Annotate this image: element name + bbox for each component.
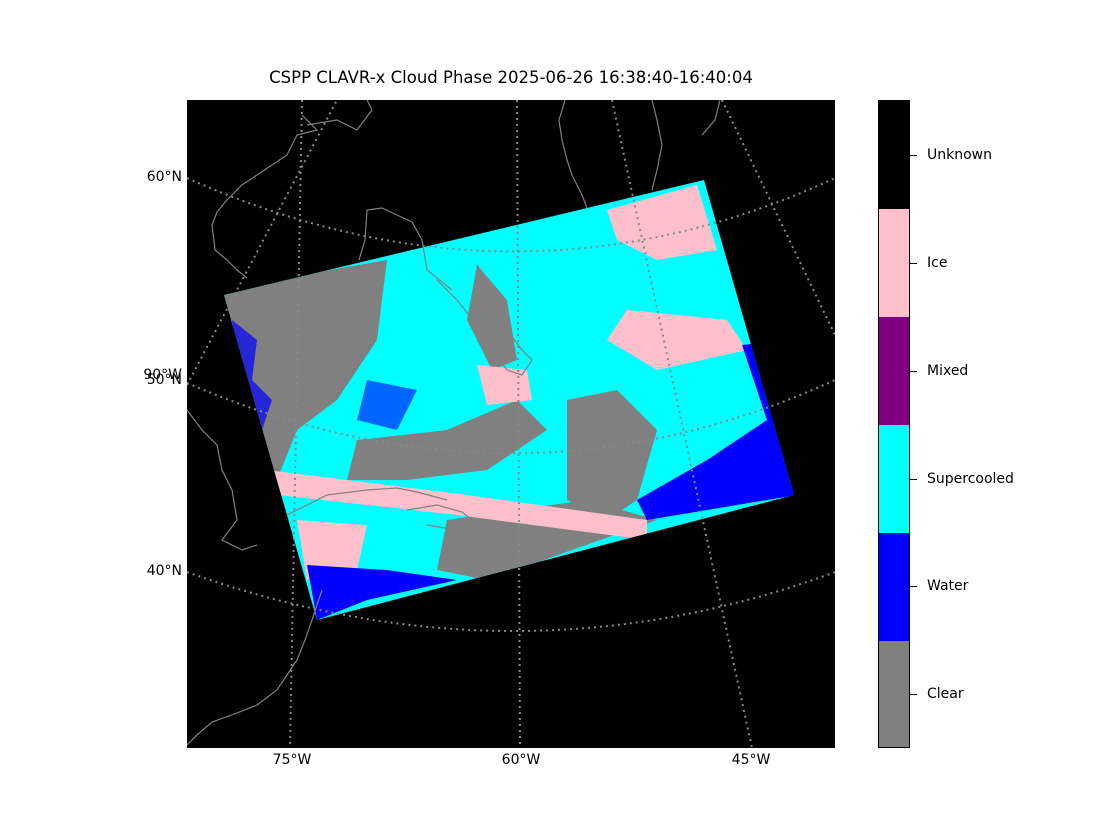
colorbar-segment-unknown	[879, 101, 909, 209]
graticule-meridian-60w	[516, 100, 521, 748]
lon-label-45w: 45°W	[731, 752, 771, 768]
colorbar-tick-clear	[910, 694, 917, 695]
clear-region-central	[347, 400, 547, 480]
lat-label-90w: 90°W	[143, 367, 182, 383]
coastline-us-east	[187, 589, 323, 746]
coastline-hudson-strait	[306, 100, 373, 131]
coastline-labrador-north	[366, 207, 453, 291]
coastline-great-lakes	[187, 409, 258, 551]
coastline-nova-scotia	[406, 504, 474, 531]
clear-region-newfoundland	[467, 265, 517, 370]
water-region-east	[637, 340, 794, 520]
coastline-greenland-east	[651, 100, 663, 191]
clear-region-east	[567, 390, 657, 520]
colorbar-segment-mixed	[879, 317, 909, 425]
ice-region-east	[607, 310, 747, 370]
colorbar-segment-water	[879, 533, 909, 641]
graticule-parallel-40n	[187, 571, 835, 632]
lat-label-60n: 60°N	[146, 169, 182, 185]
lat-label-40n: 40°N	[146, 563, 182, 579]
colorbar-segment-clear	[879, 641, 909, 747]
lat-label-50n: 50°N	[146, 372, 182, 388]
colorbar-segment-ice	[879, 209, 909, 317]
legend-label-mixed: Mixed	[927, 363, 969, 379]
legend-label-ice: Ice	[927, 255, 948, 271]
graticule	[187, 100, 835, 748]
colorbar-tick-mixed	[910, 371, 917, 372]
figure-title: CSPP CLAVR-x Cloud Phase 2025-06-26 16:3…	[269, 68, 753, 87]
graticule-meridian-75w	[289, 100, 303, 748]
water-speckle-central	[357, 380, 417, 430]
coastlines	[187, 100, 721, 746]
map-panel	[187, 100, 835, 748]
graticule-meridian-30w	[721, 100, 835, 336]
coastline-labrador-east	[436, 279, 508, 351]
ice-band-south	[267, 470, 647, 540]
satellite-swath	[224, 180, 794, 620]
colorbar-tick-ice	[910, 263, 917, 264]
coastline-newfoundland	[476, 264, 533, 376]
graticule-meridian-45w	[611, 100, 753, 748]
coastline-gulf-stlawrence	[286, 487, 448, 516]
water-speckle-west	[232, 320, 272, 430]
water-region-southwest	[307, 565, 457, 620]
colorbar-segment-supercooled	[879, 425, 909, 533]
ice-region-southwest	[297, 520, 367, 580]
legend-label-supercooled: Supercooled	[927, 471, 1014, 487]
ice-region-northeast	[607, 185, 717, 260]
legend-label-water: Water	[927, 578, 969, 594]
colorbar	[878, 100, 910, 748]
coastline-baffin-labrador	[211, 114, 319, 279]
colorbar-tick-water	[910, 586, 917, 587]
coastline-greenland-inner	[701, 100, 721, 136]
lon-label-60w: 60°W	[501, 752, 541, 768]
coastline-greenland-west	[558, 100, 588, 209]
legend-label-clear: Clear	[927, 686, 964, 702]
map-svg	[187, 100, 835, 748]
colorbar-tick-unknown	[910, 155, 917, 156]
colorbar-tick-supercooled	[910, 479, 917, 480]
legend-label-unknown: Unknown	[927, 147, 992, 163]
lon-label-75w: 75°W	[272, 752, 312, 768]
graticule-parallel-50n	[187, 379, 835, 455]
graticule-parallel-60n	[187, 177, 835, 253]
coastline-quebec-north	[358, 209, 368, 261]
